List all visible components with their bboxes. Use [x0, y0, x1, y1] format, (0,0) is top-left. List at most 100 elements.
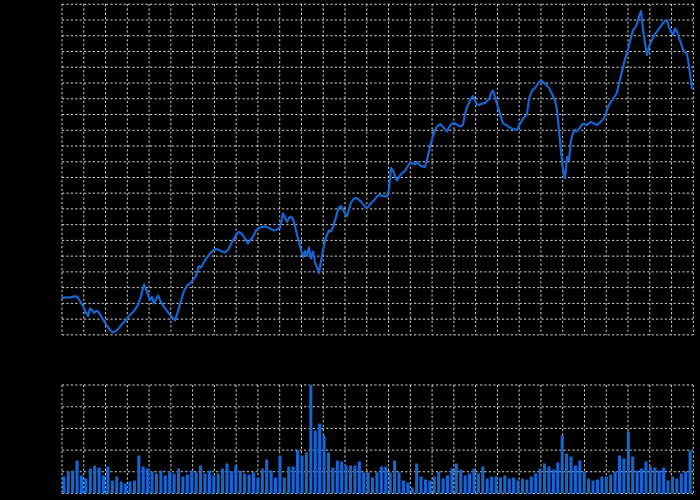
volume-bar	[560, 435, 564, 494]
volume-bar	[401, 480, 405, 494]
volume-bar	[357, 461, 361, 494]
volume-bar	[454, 463, 458, 494]
volume-bar	[640, 468, 644, 494]
volume-bar	[132, 480, 136, 494]
volume-bar	[653, 467, 657, 494]
volume-bars	[62, 384, 692, 494]
volume-bar	[190, 470, 194, 494]
volume-bar	[304, 452, 308, 494]
volume-bar	[476, 473, 480, 494]
volume-bar	[490, 476, 494, 494]
volume-bar	[150, 471, 154, 494]
volume-bar	[287, 466, 291, 494]
volume-bar	[119, 481, 123, 494]
volume-bar	[393, 460, 397, 494]
volume-panel-grid	[61, 384, 694, 494]
volume-bar	[450, 468, 454, 494]
volume-bar	[379, 466, 383, 494]
volume-bar	[340, 461, 344, 494]
volume-bar	[260, 468, 264, 494]
volume-bar	[617, 455, 622, 494]
volume-bar	[468, 473, 472, 494]
volume-bar	[176, 468, 181, 494]
volume-bar	[185, 474, 189, 494]
volume-bar	[397, 472, 401, 494]
volume-bar	[648, 466, 652, 494]
volume-bar	[106, 466, 110, 494]
volume-bar	[529, 476, 533, 494]
volume-bar	[542, 463, 547, 494]
volume-bar	[516, 480, 520, 494]
volume-bar	[419, 476, 423, 494]
volume-bar	[573, 465, 577, 494]
volume-bar	[313, 430, 317, 494]
volume-bar	[97, 467, 101, 494]
volume-bar	[670, 476, 674, 494]
volume-bar	[273, 477, 278, 494]
volume-bar	[234, 465, 238, 494]
volume-bar	[221, 468, 225, 494]
volume-bar	[93, 465, 97, 494]
volume-bar	[331, 467, 335, 494]
volume-bar	[163, 475, 167, 494]
volume-bar	[375, 472, 379, 494]
volume-bar	[662, 467, 666, 494]
volume-bar	[565, 453, 569, 494]
price-series-line	[60, 9, 694, 334]
volume-bar	[384, 466, 388, 494]
volume-bar	[322, 435, 326, 494]
volume-bar	[415, 463, 419, 494]
volume-bar	[481, 466, 485, 494]
volume-bar	[626, 431, 630, 494]
volume-bar	[128, 481, 132, 494]
volume-bar	[684, 471, 688, 494]
volume-bar	[207, 470, 211, 494]
volume-bar	[269, 470, 273, 494]
volume-bar	[216, 473, 220, 494]
volume-bar	[547, 466, 551, 494]
volume-bar	[124, 483, 128, 494]
volume-bar	[622, 458, 626, 494]
volume-bar	[247, 474, 251, 494]
volume-bar	[538, 468, 542, 494]
volume-bar	[609, 474, 613, 494]
volume-bar	[296, 450, 300, 494]
volume-bar	[428, 480, 432, 494]
volume-bar	[600, 476, 604, 494]
volume-bar	[79, 475, 84, 494]
volume-bar	[278, 455, 282, 494]
volume-bar	[512, 477, 516, 494]
volume-bar	[406, 482, 410, 494]
volume-bar	[110, 480, 114, 494]
volume-bar	[688, 450, 692, 494]
volume-bar	[194, 472, 198, 494]
volume-bar	[62, 476, 66, 494]
volume-bar	[353, 465, 357, 494]
volume-bar	[459, 469, 463, 494]
volume-bar	[675, 478, 679, 494]
volume-bar	[520, 478, 525, 494]
volume-bar	[229, 471, 233, 494]
volume-bar	[432, 476, 436, 494]
price-line	[60, 9, 694, 334]
volume-bar	[556, 462, 560, 494]
volume-bar	[595, 479, 600, 494]
volume-bar	[146, 468, 150, 494]
volume-bar	[445, 475, 450, 494]
volume-bar	[141, 466, 145, 494]
volume-bar	[631, 456, 635, 494]
volume-bar	[463, 475, 467, 494]
volume-bar	[604, 476, 608, 494]
volume-bar	[525, 479, 529, 494]
volume-bar	[326, 452, 330, 494]
volume-bar	[309, 384, 313, 494]
volume-bar	[348, 465, 353, 494]
volume-bar	[441, 478, 445, 494]
volume-bar	[666, 480, 670, 494]
volume-bar	[335, 460, 339, 494]
volume-bar	[423, 479, 428, 494]
volume-bar	[587, 478, 591, 494]
volume-bar	[344, 465, 348, 494]
volume-bar	[225, 463, 229, 494]
